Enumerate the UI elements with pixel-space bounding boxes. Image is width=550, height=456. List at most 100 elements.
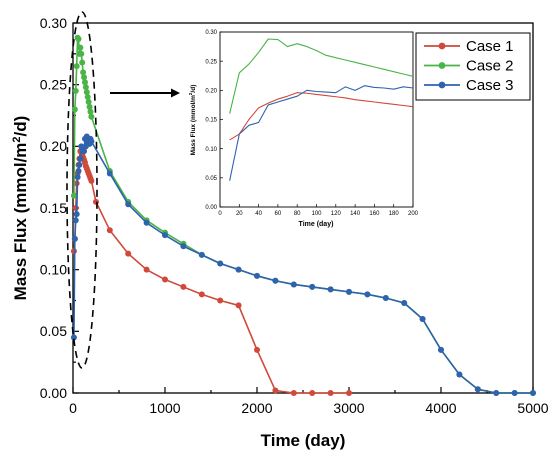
inset-case-2-line [229,38,414,114]
main-case-2-point [81,79,88,86]
inset-x-tick-label: 160 [369,211,380,217]
main-case-2-point [84,94,91,100]
main-case-3-point [401,299,408,306]
main-case-1-point [180,283,187,290]
main-case-2-point [79,59,86,66]
main-x-tick-label: 5000 [517,400,548,416]
main-y-tick-label: 0.30 [40,15,67,31]
main-case-3-point [382,295,389,302]
main-case-1-point [235,302,242,309]
main-case-3-point [493,390,500,396]
main-case-2-point [83,89,90,96]
main-case-2-point [81,74,88,81]
main-case-2-point [88,113,95,120]
main-case-3-point [77,155,84,162]
inset-x-axis-title: Time (day) [299,221,334,228]
main-y-tick-label: 0.15 [40,200,67,216]
main-case-3-point [530,390,536,396]
main-x-tick-label: 4000 [425,400,456,416]
inset-y-tick-label: 0.00 [205,205,217,211]
main-case-3-point [327,286,334,293]
legend: Case 1 Case 2 Case 3 [415,32,531,101]
main-case-3-point [180,243,187,250]
inset-y-tick-label: 0.25 [205,59,217,65]
inset-y-tick-label: 0.20 [205,88,217,94]
main-case-3-point [419,316,426,322]
main-case-1-point [272,387,279,394]
main-case-3-point [364,291,371,298]
main-plot: 0 1000 2000 3000 4000 5000 0.00 0.05 0.10 0.15 0.2… [40,15,549,416]
x-axis-title: Time (day) [261,431,346,450]
main-case-3-line [73,135,533,394]
inset-y-tick-label: 0.10 [205,147,217,153]
inset-x-tick-label: 80 [294,211,301,217]
main-y-tick-label: 0.25 [40,77,67,93]
main-case-3-point [81,148,88,155]
main-case-2-point [86,103,93,110]
main-case-1-point [162,276,168,283]
main-case-3-point [217,260,224,267]
main-case-3-point [72,217,79,224]
inset-y-axis-title: Mass Flux (mmol/m2/d) [188,85,197,156]
main-x-tick-label: 1000 [149,400,180,416]
inset-case-3-line [229,85,414,181]
main-case-2-point [80,69,87,76]
main-case-2-point [75,36,82,43]
main-case-3-point [456,371,463,378]
main-case-1-point [72,205,79,211]
main-case-2-point [87,108,94,115]
inset-x-tick-label: 140 [350,211,361,217]
main-case-1-point [93,198,99,205]
inset-x-tick-label: 120 [331,211,342,217]
main-case-2-point [72,87,79,94]
main-case-2-point [71,106,78,113]
main-case-2-point [77,44,84,51]
main-case-1-point [254,346,260,353]
main-case-3-point [106,170,113,177]
main-case-1-point [143,266,150,273]
main-case-2-point [73,63,80,70]
legend-case-3-marker [438,81,446,89]
main-case-1-point [198,291,205,298]
main-case-3-point [75,168,82,174]
y-axis-title: Mass Flux (mmol/m2/d) [11,116,30,301]
main-case-2-point [82,84,89,91]
inset-y-tick-label: 0.30 [205,30,217,36]
inset-x-tick-label: 20 [236,211,243,217]
main-case-1-point [346,390,352,396]
main-case-3-point [88,138,95,145]
main-x-tick-label: 2000 [241,400,272,416]
main-case-3-point [162,232,168,239]
inset-y-tick-label: 0.05 [205,176,217,182]
main-x-tick-label: 3000 [333,400,364,416]
main-case-3-point [290,281,297,288]
inset-x-tick-label: 60 [275,211,282,217]
main-case-3-point [198,251,205,258]
legend-box [415,32,531,101]
main-case-1-point [327,390,334,396]
main-case-2-point [78,50,85,57]
main-case-1-point [217,297,224,304]
main-case-3-point [474,386,481,393]
inset-x-tick-label: 40 [255,211,262,217]
legend-case-3-label: Case 3 [466,77,514,94]
inset-x-tick-label: 100 [311,211,322,217]
main-case-3-point [143,219,150,226]
main-y-tick-label: 0.10 [40,262,67,278]
inset-pointer-arrow [110,88,180,98]
main-case-3-point [254,272,260,279]
highlight-ellipse [66,11,98,369]
main-case-3-point [74,174,81,181]
main-y-tick-label: 0.20 [40,138,67,154]
main-case-3-point [511,390,518,396]
main-case-3-point [309,283,316,290]
legend-case-1-marker [438,42,446,50]
main-case-1-point [125,250,132,257]
main-case-3-point [346,288,352,295]
inset-y-tick-label: 0.15 [205,118,217,124]
main-case-3-point [125,201,132,208]
main-case-3-point [73,211,80,218]
legend-case-2-marker [438,62,446,69]
inset-x-tick-label: 0 [218,211,222,217]
